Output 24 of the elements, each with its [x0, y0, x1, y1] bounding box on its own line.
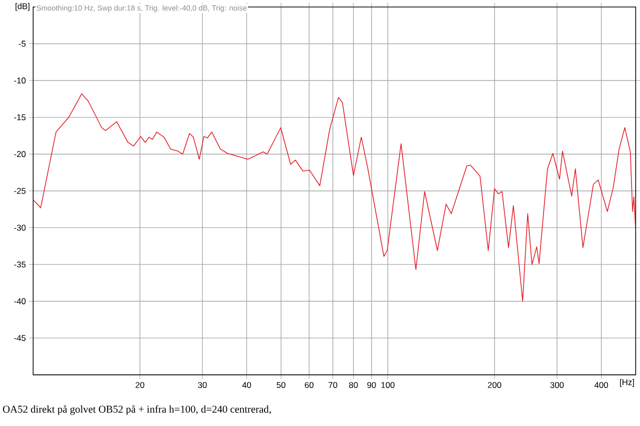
y-tick-label: -10 [14, 78, 26, 84]
x-tick-label: 70 [328, 382, 338, 388]
y-tick-label: -15 [14, 114, 26, 120]
x-tick-label: 30 [198, 382, 207, 388]
text: OA52 direkt på golvet OB52 på + infra h=100, d=240 centrerad, [2, 405, 271, 416]
x-tick-label: 400 [594, 382, 608, 388]
x-tick-label: 60 [304, 382, 314, 388]
x-tick-label: 40 [242, 382, 252, 388]
x-tick-label: 20 [136, 382, 144, 388]
y-tick-label: -20 [14, 151, 26, 158]
x-tick-label: 90 [367, 382, 376, 388]
x-axis-title: [Hz] [620, 379, 634, 388]
x-tick-label: 80 [349, 382, 358, 388]
y-axis-title: [dB] [16, 3, 30, 12]
y-tick-label: -25 [14, 188, 26, 194]
x-tick-label: 100 [381, 382, 394, 388]
y-tick-label: -5 [18, 41, 26, 47]
y-tick-label: -40 [14, 298, 26, 304]
y-tick-label: -30 [14, 224, 26, 231]
y-tick-label: -35 [14, 262, 26, 268]
x-tick-label: 200 [488, 382, 502, 388]
y-tick-label: -45 [14, 335, 26, 342]
x-tick-label: 300 [550, 382, 564, 388]
x-tick-label: 50 [276, 382, 286, 388]
